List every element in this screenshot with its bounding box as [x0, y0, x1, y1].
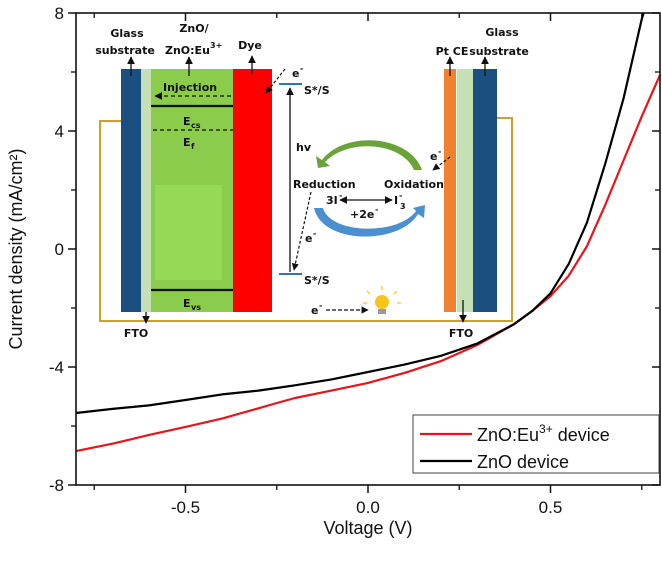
zno-label-2: ZnO:Eu — [165, 44, 210, 57]
injection-label: Injection — [163, 81, 217, 94]
evs-sub: vs — [191, 303, 201, 312]
electron-top-label: e — [292, 67, 299, 80]
electron-top-sup: - — [300, 64, 303, 73]
axes: -0.5 0.0 0.5 -8 -4 0 4 8 — [49, 4, 661, 517]
y-tick-label: -4 — [49, 358, 64, 377]
legend-box — [412, 414, 660, 474]
legend-label-black: ZnO device — [477, 452, 569, 472]
ef-label: E — [183, 136, 191, 149]
triiodide-sub: 3 — [400, 202, 406, 211]
fto-right — [457, 69, 473, 312]
electron-ce-arrow — [432, 156, 451, 171]
electron-mid-sup: - — [313, 229, 316, 238]
series-line-zno-eu — [75, 74, 662, 453]
y-tick-label: 4 — [55, 122, 64, 141]
zno-highlight — [155, 185, 222, 280]
ss-top-label: S*/S — [304, 84, 330, 97]
glass-substrate-left — [121, 69, 141, 312]
evs-label: E — [183, 297, 191, 310]
oxidation-label: Oxidation — [384, 178, 444, 191]
fto-left — [141, 69, 151, 312]
ecs-label: E — [183, 115, 191, 128]
ss-bottom-label: S*/S — [304, 274, 330, 287]
y-tick-label: 0 — [55, 240, 64, 259]
fto-left-label: FTO — [124, 327, 148, 340]
curves — [75, 12, 662, 453]
glass-right-label-1: Glass — [485, 26, 519, 39]
y-axis-label: Current density (mA/cm²) — [6, 148, 26, 349]
fto-right-label: FTO — [449, 327, 473, 340]
glass-right-label-2: substrate — [469, 45, 529, 58]
electron-recombination-arrow — [291, 191, 312, 271]
x-tick-label: 0.5 — [539, 498, 563, 517]
glass-substrate-right — [473, 69, 497, 312]
hv-label: hv — [296, 141, 312, 154]
two-electron-label: +2e — [350, 208, 374, 221]
y-tick-label: -8 — [49, 476, 64, 495]
triiodide-sup: - — [399, 191, 402, 200]
glass-left-label-1: Glass — [110, 27, 144, 40]
y-tick-label: 8 — [55, 4, 64, 23]
triiodide-label: I — [394, 194, 398, 207]
electron-top-arrow — [265, 68, 286, 94]
external-wire — [99, 117, 513, 322]
x-tick-label: -0.5 — [171, 498, 200, 517]
electron-load-label: e — [311, 304, 318, 317]
ef-sub: f — [191, 142, 195, 151]
iodide-label: 3I — [326, 194, 338, 207]
electron-ce-sup: - — [438, 147, 441, 156]
electron-mid-label: e — [305, 232, 312, 245]
blue-cycle-arrow-icon — [314, 205, 425, 237]
electron-load-sup: - — [319, 301, 322, 310]
x-tick-label: 0.0 — [356, 498, 380, 517]
glass-left-label-2: substrate — [95, 44, 155, 57]
pt-ce-label: Pt CE — [436, 45, 469, 58]
zno-label-1: ZnO/ — [179, 22, 209, 35]
light-bulb-icon — [363, 286, 401, 314]
ecs-sub: cs — [191, 121, 201, 130]
legend-label-red: ZnO:Eu3+ device — [477, 422, 610, 445]
zno-label-sup: 3+ — [210, 41, 222, 50]
dssc-schematic-inset: Injection E cs E f E vs Glass substrate … — [95, 22, 529, 340]
two-electron-sup: - — [375, 205, 378, 214]
series-line-zno — [75, 12, 645, 415]
green-cycle-arrow-icon — [316, 140, 422, 170]
pt-ce — [444, 69, 456, 312]
reduction-label: Reduction — [293, 178, 356, 191]
legend: ZnO:Eu3+ device ZnO device — [412, 414, 660, 474]
electron-ce-label: e — [430, 150, 437, 163]
dye-layer — [233, 69, 272, 312]
iodide-sup: - — [339, 191, 342, 200]
dye-label: Dye — [238, 39, 262, 52]
x-axis-label: Voltage (V) — [323, 518, 412, 538]
